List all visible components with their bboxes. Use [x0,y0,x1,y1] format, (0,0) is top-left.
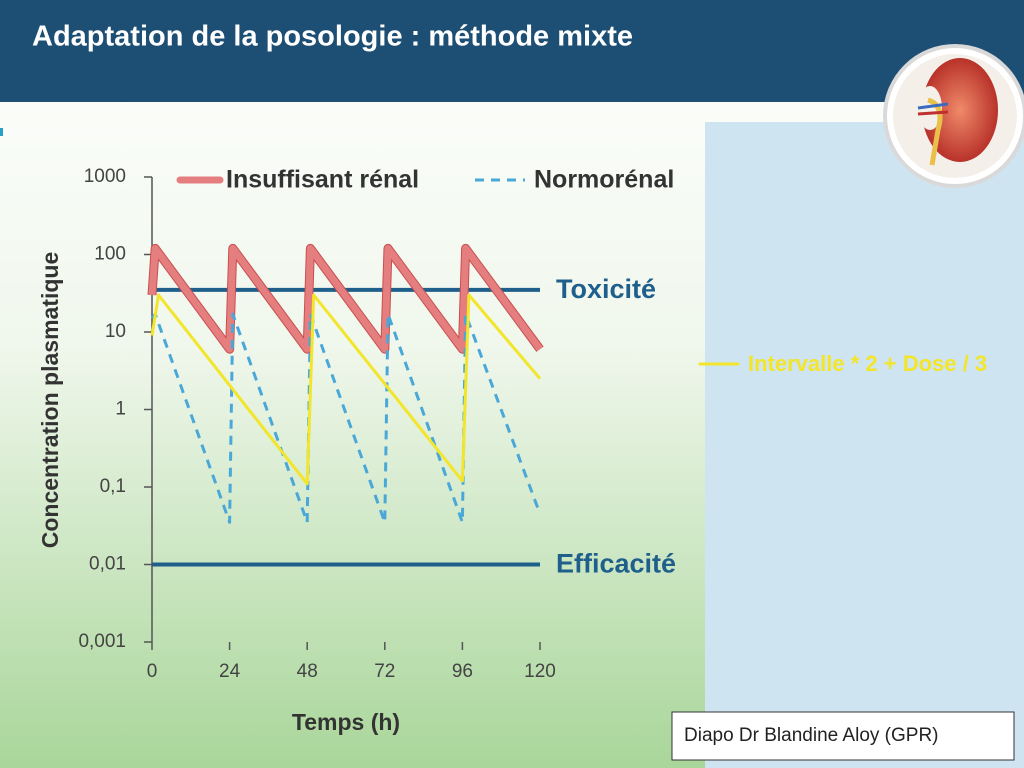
reference-label: Toxicité [556,274,656,304]
series-line [150,312,542,524]
y-tick-label: 0,01 [89,554,126,575]
series-line [150,293,542,486]
marker [0,128,3,136]
x-tick-label: 0 [147,661,158,682]
x-tick-label: 120 [524,661,556,682]
y-tick-label: 10 [105,321,126,342]
y-tick-label: 1 [115,399,126,420]
side-panel [705,122,1024,768]
x-tick-label: 96 [452,661,473,682]
series-line [148,244,543,353]
y-axis-label: Concentration plasmatique [37,252,63,548]
credit: Diapo Dr Blandine Aloy (GPR) [684,725,939,746]
y-tick-label: 1000 [84,166,126,187]
y-tick-label: 100 [94,244,126,265]
y-tick-label: 0,1 [100,476,126,497]
legend-label: Normorénal [534,166,674,194]
x-tick-label: 48 [297,661,318,682]
x-tick-label: 24 [219,661,241,682]
legend-label: Intervalle * 2 + Dose / 3 [748,351,987,376]
y-tick-label: 0,001 [78,631,126,652]
slide-title: Adaptation de la posologie : méthode mix… [32,21,633,53]
header-band [0,0,1024,102]
legend-label: Insuffisant rénal [226,166,419,194]
x-axis-label: Temps (h) [292,709,400,735]
credit-box [671,711,1015,761]
kidney-icon [883,44,1024,188]
reference-label: Efficacité [556,549,676,579]
x-tick-label: 72 [374,661,395,682]
